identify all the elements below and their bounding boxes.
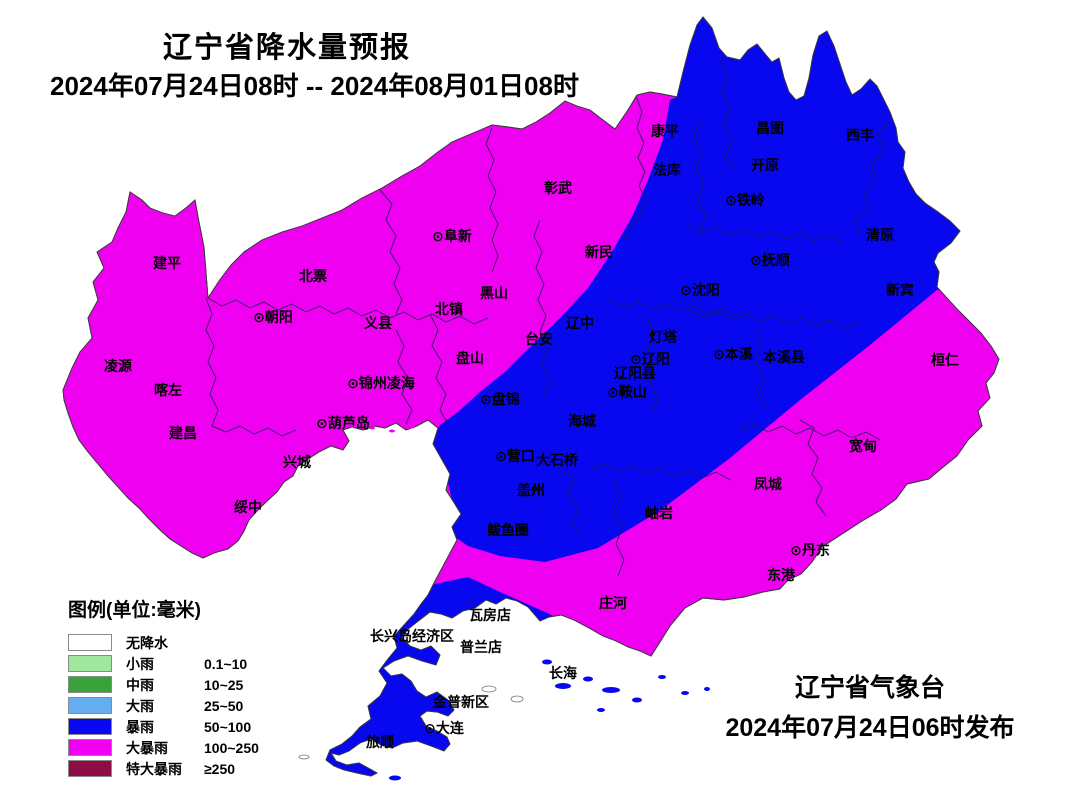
legend-label: 无降水 — [126, 634, 168, 651]
legend-swatch — [68, 655, 112, 672]
legend-row: 小雨 0.1~10 — [68, 653, 259, 674]
page-title: 辽宁省降水量预报 — [163, 32, 412, 64]
legend-title: 图例(单位:毫米) — [68, 600, 201, 621]
publisher-agency: 辽宁省气象台 — [794, 674, 945, 702]
legend-range: 25~50 — [204, 697, 244, 714]
legend-label: 大暴雨 — [126, 739, 168, 756]
legend-swatch — [68, 760, 112, 777]
legend-swatch — [68, 676, 112, 693]
legend-rows: 无降水小雨 0.1~10 中雨 10~25 大雨 25~50 暴雨 50~100 大暴雨 100~… — [68, 632, 259, 779]
legend-label: 小雨 — [126, 655, 154, 672]
legend-swatch — [68, 739, 112, 756]
legend-row: 大雨 25~50 — [68, 695, 259, 716]
legend-label: 暴雨 — [126, 718, 154, 735]
legend-range: 50~100 — [204, 718, 252, 735]
legend-swatch — [68, 697, 112, 714]
legend-row: 无降水 — [68, 632, 259, 653]
region-rainstorm-band — [432, 17, 999, 562]
legend-label: 中雨 — [126, 676, 154, 693]
publisher-block: 辽宁省气象台 2024年07月24日06时发布 — [720, 668, 1020, 744]
legend-label: 大雨 — [126, 697, 154, 714]
publisher-issued-time: 2024年07月24日06时发布 — [725, 714, 1015, 742]
county-boundaries — [205, 59, 891, 663]
legend-swatch — [68, 634, 112, 651]
legend-row: 特大暴雨 ≥250 — [68, 758, 259, 779]
legend-row: 暴雨 50~100 — [68, 716, 259, 737]
legend-range: 10~25 — [204, 676, 244, 693]
legend-range: ≥250 — [204, 760, 236, 777]
legend-range: 0.1~10 — [204, 655, 248, 672]
legend-label: 特大暴雨 — [126, 760, 182, 777]
legend-row: 中雨 10~25 — [68, 674, 259, 695]
forecast-period: 2024年07月24日08时 -- 2024年08月01日08时 — [50, 71, 579, 101]
islands — [298, 425, 710, 781]
legend-row: 大暴雨 100~250 — [68, 737, 259, 758]
legend-range: 100~250 — [204, 739, 259, 756]
legend-swatch — [68, 718, 112, 735]
legend: 图例(单位:毫米) 无降水小雨 0.1~10 中雨 10~25 大雨 25~50 暴雨 50~… — [68, 595, 259, 779]
